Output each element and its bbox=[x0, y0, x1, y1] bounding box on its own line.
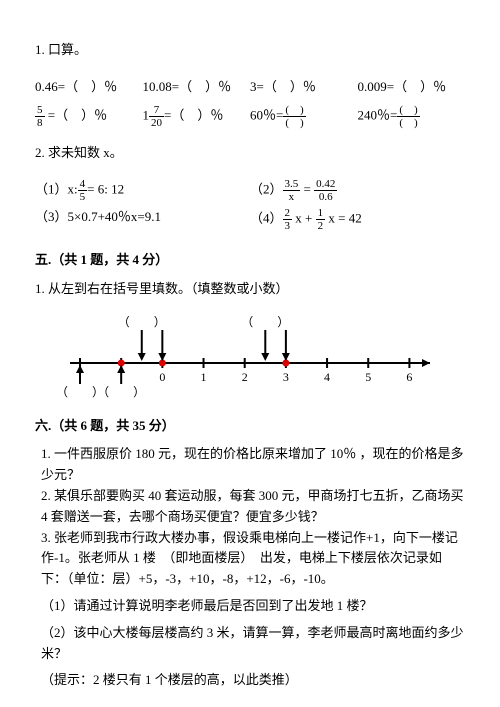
q2: 2. 求未知数 x。 （1）x:45= 6: 12 （2）3.5x = 0.42… bbox=[35, 143, 465, 232]
q1-r1-d: 0.009=（ ）％ bbox=[358, 77, 466, 98]
q1-r1-a: 0.46=（ ）％ bbox=[35, 77, 143, 98]
svg-text:6: 6 bbox=[406, 370, 412, 384]
q1-row2: 58 =（ ）％ 1720=（ ）％ 60％=( )( ) 240％=( )( … bbox=[35, 104, 465, 129]
q1-title: 1. 口算。 bbox=[35, 40, 465, 61]
svg-text:（ ）: （ ） bbox=[118, 315, 166, 329]
sec6-q2: 2. 某俱乐部要购买 40 套运动服，每套 300 元，甲商场打七五折，乙商场买… bbox=[41, 486, 465, 528]
q1-r2-d: 240％=( )( ) bbox=[358, 104, 466, 129]
q2-item1: （1）x:45= 6: 12 bbox=[35, 178, 250, 203]
q1-r1-b: 10.08=（ ）％ bbox=[143, 77, 251, 98]
sec6-q3c: （2）该中心大楼每层楼高约 3 米，请算一算，李老师最高时离地面约多少米？ bbox=[41, 623, 465, 665]
q2-title: 2. 求未知数 x。 bbox=[35, 143, 465, 164]
sec6-q3a: 3. 张老师到我市行政大楼办事，假设乘电梯向上一楼记作+1，向下一楼记作-1。张… bbox=[41, 528, 465, 590]
svg-text:3: 3 bbox=[283, 370, 289, 384]
svg-text:（ ）: （ ） bbox=[97, 385, 145, 398]
q1: 1. 口算。 0.46=（ ）％ 10.08=（ ）％ 3=（ ）％ 0.009… bbox=[35, 40, 465, 129]
sec6-q1: 1. 一件西服原价 180 元，现在的价格比原来增加了 10％ ，现在的价格是多… bbox=[41, 444, 465, 486]
sec5-header: 五.（共 1 题，共 4 分） bbox=[35, 250, 465, 271]
q1-r1-c: 3=（ ）％ bbox=[250, 77, 358, 98]
svg-text:（ ）: （ ） bbox=[241, 315, 289, 329]
sec6-q3b: （1）请通过计算说明李老师最后是否回到了出发地 1 楼？ bbox=[41, 596, 465, 617]
sec6-q3d: （提示：2 楼只有 1 个楼层的高，以此类推） bbox=[41, 670, 465, 691]
q2-item2: （2）3.5x = 0.420.6 bbox=[250, 178, 465, 203]
q1-r2-b: 1720=（ ）％ bbox=[143, 104, 251, 129]
q1-r2-a: 58 =（ ）％ bbox=[35, 104, 143, 129]
number-line: 0123456（ ）（ ）（ ）（ ） bbox=[50, 308, 450, 398]
svg-text:4: 4 bbox=[324, 370, 330, 384]
q1-r2-c: 60％=( )( ) bbox=[250, 104, 358, 129]
svg-text:2: 2 bbox=[242, 370, 248, 384]
svg-text:1: 1 bbox=[201, 370, 207, 384]
svg-text:0: 0 bbox=[159, 370, 165, 384]
sec6-header: 六.（共 6 题，共 35 分） bbox=[35, 416, 465, 437]
q1-row1: 0.46=（ ）％ 10.08=（ ）％ 3=（ ）％ 0.009=（ ）％ bbox=[35, 77, 465, 98]
q2-item4: （4）23 x + 12 x = 42 bbox=[250, 207, 465, 232]
q2-item3: （3）5×0.7+40％x=9.1 bbox=[35, 207, 250, 232]
svg-text:5: 5 bbox=[365, 370, 371, 384]
sec5-q: 1. 从左到右在括号里填数。（填整数或小数） bbox=[35, 279, 465, 300]
